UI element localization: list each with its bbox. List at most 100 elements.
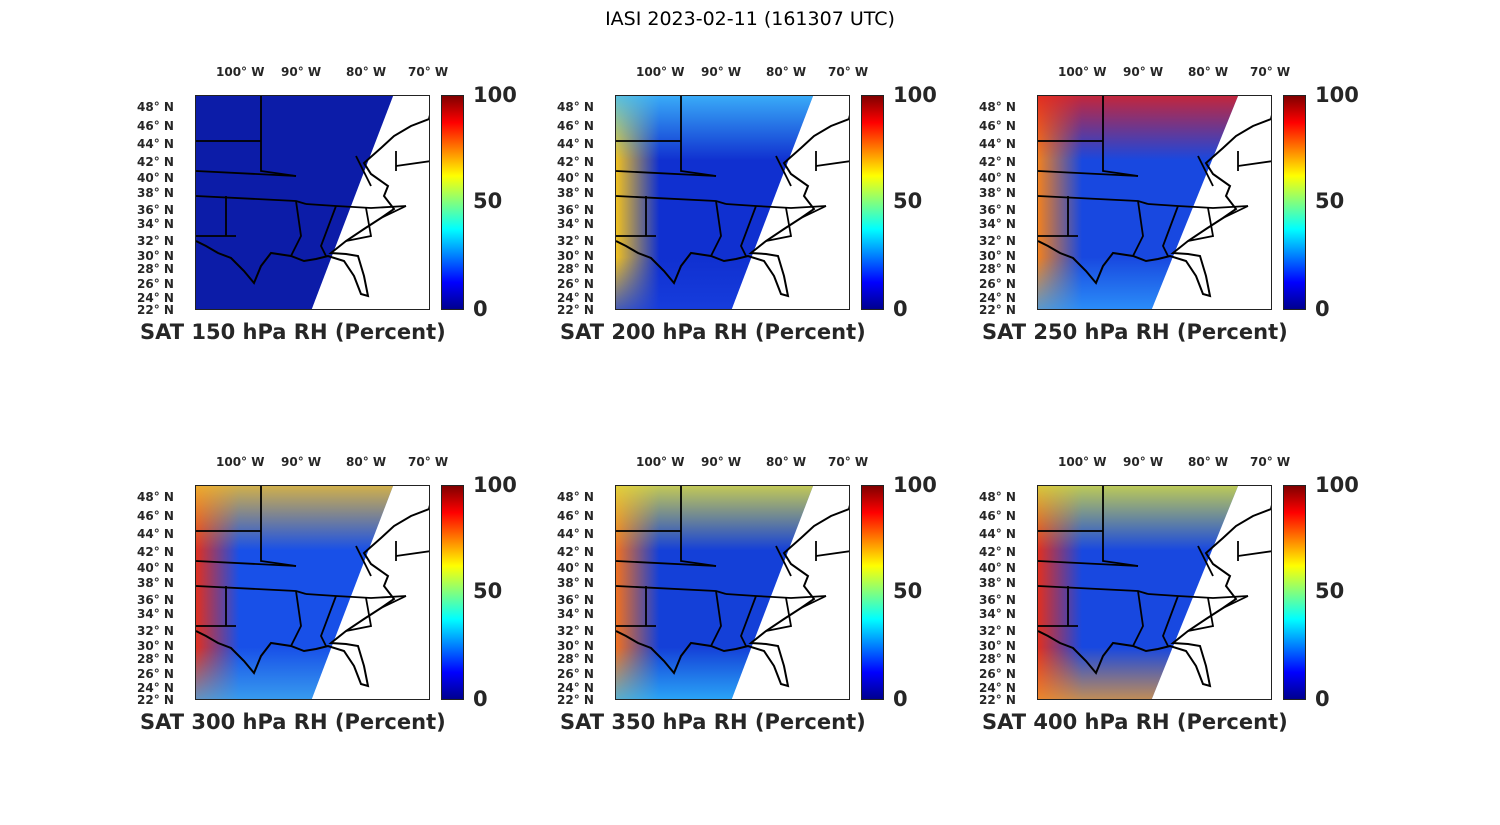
lat-tick-label: 46° N	[557, 119, 594, 133]
lat-tick-label: 26° N	[557, 667, 594, 681]
state-border	[800, 595, 827, 609]
lat-tick-label: 28° N	[979, 652, 1016, 666]
map-panel: 100° W 90° W 80° W 70° W 48° N 46° N 44° N 42° …	[135, 445, 517, 745]
map-axes	[1037, 485, 1272, 700]
lat-tick-label: 42° N	[557, 545, 594, 559]
state-border	[320, 205, 337, 257]
colorbar	[861, 485, 884, 700]
panel-title: SAT 150 hPa RH (Percent)	[140, 320, 446, 344]
colorbar-tick-label: 100	[473, 83, 517, 107]
state-border	[355, 155, 372, 187]
colorbar-tick-label: 100	[473, 473, 517, 497]
state-border	[1197, 545, 1214, 577]
lat-tick-label: 26° N	[137, 667, 174, 681]
lon-tick-label: 70° W	[408, 455, 449, 469]
panel-title: SAT 300 hPa RH (Percent)	[140, 710, 446, 734]
state-border	[765, 207, 793, 242]
map-axes	[615, 485, 850, 700]
lat-tick-label: 42° N	[979, 155, 1016, 169]
state-border	[305, 203, 407, 209]
lon-tick-label: 90° W	[701, 455, 742, 469]
lon-tick-label: 100° W	[216, 65, 265, 79]
lon-tick-label: 80° W	[346, 455, 387, 469]
lat-tick-label: 22° N	[979, 303, 1016, 317]
colorbar	[861, 95, 884, 310]
lat-tick-label: 48° N	[137, 490, 174, 504]
lat-tick-label: 38° N	[137, 576, 174, 590]
state-border	[740, 595, 757, 647]
state-border	[765, 597, 793, 632]
lat-tick-label: 24° N	[979, 291, 1016, 305]
lon-tick-label: 70° W	[1250, 65, 1291, 79]
lat-tick-label: 38° N	[557, 186, 594, 200]
lat-tick-label: 30° N	[557, 639, 594, 653]
lat-tick-label: 46° N	[137, 119, 174, 133]
lat-tick-label: 28° N	[979, 262, 1016, 276]
lat-tick-label: 44° N	[557, 137, 594, 151]
map-axes	[1037, 95, 1272, 310]
state-border	[1162, 205, 1179, 257]
state-border	[1038, 560, 1139, 567]
lat-tick-label: 36° N	[137, 203, 174, 217]
lat-tick-label: 26° N	[137, 277, 174, 291]
colorbar-tick-label: 100	[893, 83, 937, 107]
lon-tick-label: 70° W	[828, 65, 869, 79]
lon-tick-label: 90° W	[1123, 65, 1164, 79]
state-border	[616, 560, 717, 567]
lat-tick-label: 34° N	[137, 217, 174, 231]
lon-tick-label: 100° W	[216, 455, 265, 469]
state-border	[1147, 203, 1249, 209]
state-border	[196, 170, 297, 177]
lat-tick-label: 32° N	[557, 624, 594, 638]
colorbar	[441, 95, 464, 310]
state-border	[1162, 595, 1179, 647]
lon-tick-label: 80° W	[766, 455, 807, 469]
lat-tick-label: 26° N	[979, 667, 1016, 681]
state-border	[680, 531, 717, 567]
coastline	[196, 114, 429, 298]
lat-tick-label: 42° N	[137, 155, 174, 169]
lat-tick-label: 28° N	[557, 652, 594, 666]
lat-tick-label: 46° N	[137, 509, 174, 523]
lon-tick-label: 80° W	[1188, 65, 1229, 79]
panel-title: SAT 200 hPa RH (Percent)	[560, 320, 866, 344]
lat-tick-label: 28° N	[137, 652, 174, 666]
state-border	[305, 593, 407, 599]
lon-tick-label: 90° W	[1123, 455, 1164, 469]
state-border	[710, 590, 722, 647]
lat-tick-label: 36° N	[557, 593, 594, 607]
lat-tick-label: 26° N	[979, 277, 1016, 291]
colorbar	[1283, 485, 1306, 700]
state-border	[1222, 205, 1249, 219]
lat-tick-label: 28° N	[557, 262, 594, 276]
state-border	[1038, 170, 1139, 177]
lat-tick-label: 42° N	[979, 545, 1016, 559]
state-border	[395, 160, 429, 167]
state-border	[616, 170, 717, 177]
lat-tick-label: 48° N	[557, 490, 594, 504]
coastline	[616, 114, 849, 298]
lat-tick-label: 30° N	[137, 249, 174, 263]
lat-tick-label: 24° N	[979, 681, 1016, 695]
lat-tick-label: 48° N	[979, 100, 1016, 114]
lat-tick-label: 34° N	[979, 607, 1016, 621]
lat-tick-label: 26° N	[557, 277, 594, 291]
map-panel: 100° W 90° W 80° W 70° W 48° N 46° N 44° N 42° …	[555, 445, 937, 745]
map-panel: 100° W 90° W 80° W 70° W 48° N 46° N 44° N 42° …	[977, 55, 1359, 355]
state-border	[395, 550, 429, 557]
map-panel: 100° W 90° W 80° W 70° W 48° N 46° N 44° N 42° …	[135, 55, 517, 355]
state-border	[1237, 550, 1271, 557]
panel-title: SAT 400 hPa RH (Percent)	[982, 710, 1288, 734]
lon-tick-label: 80° W	[766, 65, 807, 79]
state-border	[710, 200, 722, 257]
colorbar-tick-label: 50	[473, 579, 503, 603]
state-border	[290, 200, 302, 257]
swath-shading	[616, 486, 813, 699]
state-border	[775, 545, 792, 577]
lat-tick-label: 34° N	[979, 217, 1016, 231]
lat-tick-label: 44° N	[979, 137, 1016, 151]
state-border	[815, 550, 849, 557]
colorbar-tick-label: 50	[1315, 579, 1345, 603]
lat-tick-label: 22° N	[557, 303, 594, 317]
